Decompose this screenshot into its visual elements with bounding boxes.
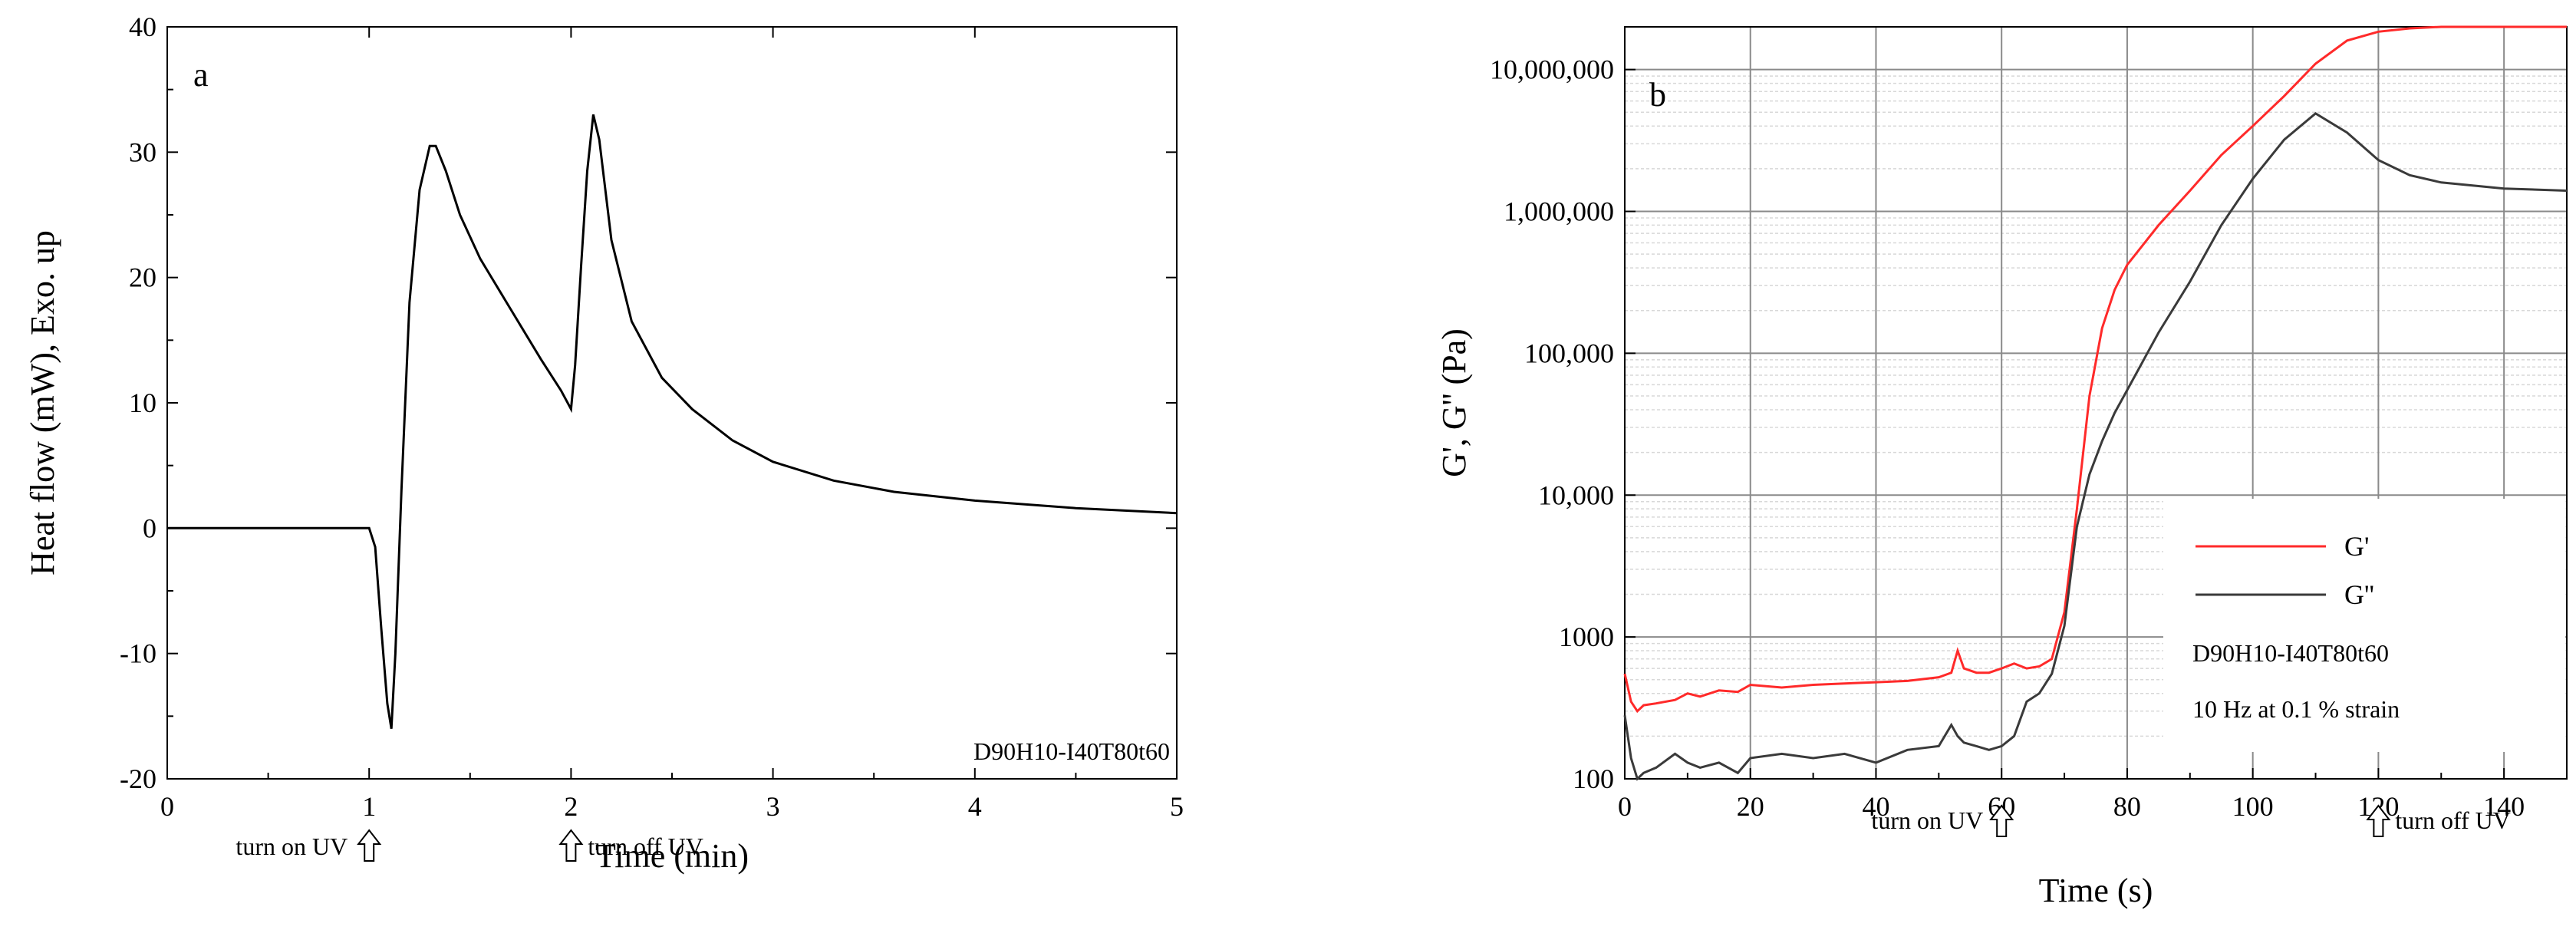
heat-flow-line bbox=[167, 114, 1178, 729]
marker-label-b: turn off UV bbox=[2395, 806, 2511, 834]
sample-annotation-b: D90H10-I40T80t60 bbox=[2192, 639, 2389, 667]
legend-label-g-double-prime: G'' bbox=[2344, 579, 2374, 610]
x-tick-label-b: 40 bbox=[1862, 791, 1889, 822]
x-tick-label-a: 3 bbox=[766, 791, 780, 822]
y-tick-label-b: 10,000,000 bbox=[1490, 54, 1614, 85]
x-tick-label-a: 2 bbox=[564, 791, 578, 822]
y-axis-label-b: G', G'' (Pa) bbox=[1435, 328, 1473, 477]
uv-arrow-icon bbox=[357, 829, 382, 862]
y-tick-label-b: 10,000 bbox=[1538, 480, 1614, 510]
uv-arrow-icon bbox=[2366, 804, 2391, 837]
y-axis-label-a: Heat flow (mW), Exo. up bbox=[24, 230, 61, 575]
x-tick-label-a: 4 bbox=[968, 791, 982, 822]
legend-box bbox=[2163, 499, 2565, 752]
x-tick-label-a: 1 bbox=[362, 791, 376, 822]
uv-arrow-icon bbox=[1989, 804, 2014, 837]
y-tick-label-a: -10 bbox=[120, 638, 156, 669]
chart-panel-b: 020406080100120140100100010,000100,0001,… bbox=[1435, 25, 2568, 909]
y-tick-label-b: 1,000,000 bbox=[1504, 196, 1614, 227]
x-axis-label-b: Time (s) bbox=[2039, 872, 2153, 909]
x-axis-label-a: Time (min) bbox=[595, 837, 749, 875]
x-tick-label-b: 20 bbox=[1737, 791, 1764, 822]
x-tick-label-a: 0 bbox=[160, 791, 174, 822]
marker-label-a: turn on UV bbox=[236, 833, 348, 860]
uv-markers-b: turn on UV turn off UV bbox=[1871, 804, 2511, 837]
plot-frame-b bbox=[1624, 26, 2568, 780]
y-tick-label-a: 40 bbox=[129, 12, 156, 42]
y-tick-label-a: 10 bbox=[129, 388, 156, 418]
g-prime-line bbox=[1623, 25, 2567, 714]
y-tick-label-b: 100,000 bbox=[1524, 338, 1614, 368]
uv-markers-a: turn on UV turn off UV bbox=[236, 829, 703, 862]
y-tick-label-a: 0 bbox=[143, 513, 156, 543]
y-tick-label-b: 100 bbox=[1573, 763, 1614, 794]
marker-label-a: turn off UV bbox=[588, 833, 703, 860]
x-tick-label-b: 0 bbox=[1618, 791, 1632, 822]
g-double-prime-line bbox=[1623, 112, 2568, 781]
x-tick-label-a: 5 bbox=[1170, 791, 1184, 822]
legend: G' G'' D90H10-I40T80t60 10 Hz at 0.1 % s… bbox=[2192, 531, 2400, 723]
sample-annotation-a: D90H10-I40T80t60 bbox=[973, 737, 1170, 765]
uv-arrow-icon bbox=[558, 829, 584, 862]
y-tick-label-b: 1000 bbox=[1559, 622, 1614, 652]
y-tick-label-a: 30 bbox=[129, 137, 156, 167]
tick-group-b: 020406080100120140100100010,000100,0001,… bbox=[1490, 54, 2525, 822]
legend-label-g-prime: G' bbox=[2344, 531, 2369, 562]
marker-label-b: turn on UV bbox=[1871, 806, 1983, 834]
tick-group-a: 0 1 2 3 4 5 -20 -10 0 10 20 30 40 bbox=[120, 12, 1184, 822]
plot-frame-a bbox=[166, 26, 1178, 780]
y-tick-label-a: 20 bbox=[129, 262, 156, 293]
y-tick-label-a: -20 bbox=[120, 763, 156, 794]
panel-label-b: b bbox=[1649, 76, 1666, 114]
x-tick-label-b: 100 bbox=[2232, 791, 2274, 822]
chart-panel-a: 0 1 2 3 4 5 -20 -10 0 10 20 30 40 a D90H10-I40T80t60… bbox=[24, 12, 1184, 875]
x-tick-label-b: 80 bbox=[2113, 791, 2141, 822]
x-tick-label-b: 140 bbox=[2483, 791, 2525, 822]
panel-label-a: a bbox=[193, 56, 209, 94]
test-condition-annotation: 10 Hz at 0.1 % strain bbox=[2192, 695, 2400, 723]
